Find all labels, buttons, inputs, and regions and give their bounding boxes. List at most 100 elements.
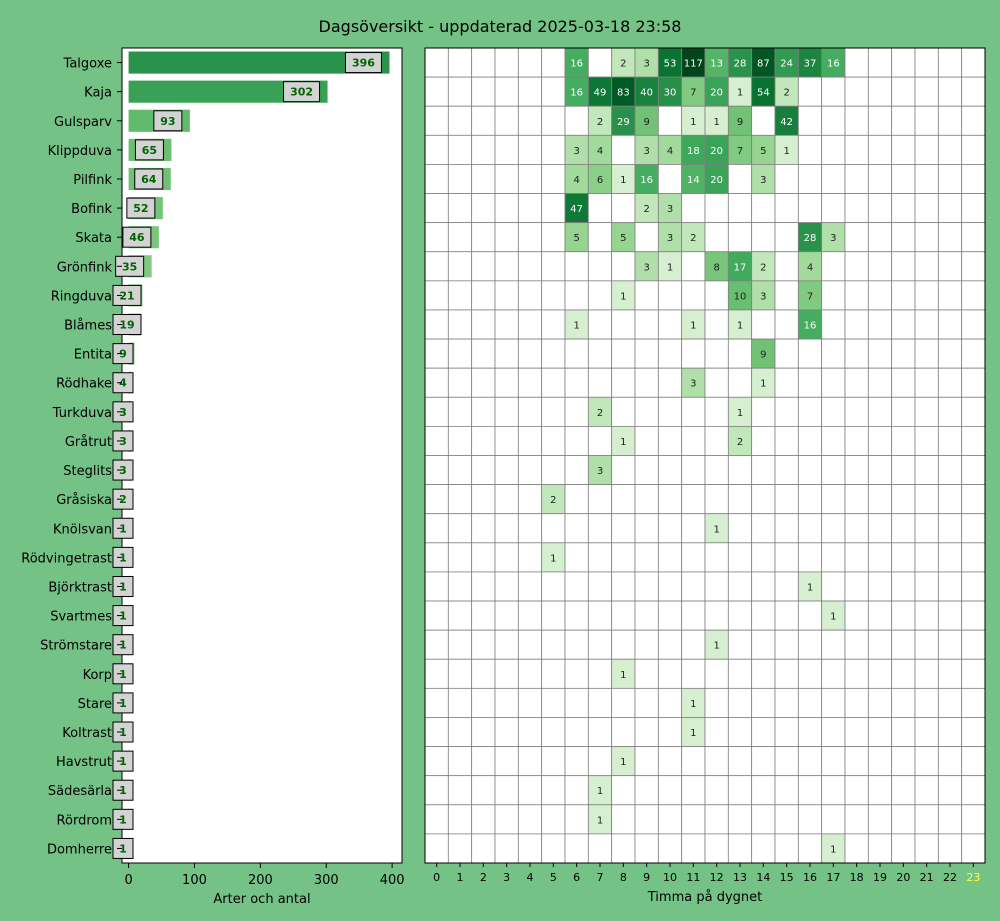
- heatmap-cell: [424, 76, 449, 107]
- heatmap-cell: [797, 396, 823, 427]
- heatmap-x-tick-label: 4: [527, 871, 534, 884]
- heatmap-cell-label: 1: [690, 699, 696, 710]
- heatmap-cell: [541, 629, 566, 660]
- heatmap-cell: [751, 222, 776, 253]
- heatmap-cell: [681, 455, 706, 486]
- heatmap-cell: [704, 775, 729, 806]
- heatmap-cell: [517, 629, 543, 660]
- heatmap-cell: [727, 600, 753, 631]
- heatmap-cell: [844, 484, 869, 515]
- heatmap-cell-label: 1: [737, 88, 743, 99]
- heatmap-cell: [844, 193, 869, 224]
- heatmap-cell: [564, 600, 589, 631]
- heatmap-cell: [541, 367, 566, 398]
- heatmap-cell: [471, 833, 496, 864]
- heatmap-frame: [424, 47, 986, 864]
- bar-count-box: [112, 314, 142, 336]
- heatmap-cell: [774, 164, 799, 194]
- heatmap-cell: [914, 251, 939, 282]
- heatmap-cell: [471, 804, 496, 835]
- heatmap-cell: [517, 338, 543, 369]
- heatmap-cell: [424, 425, 449, 456]
- heatmap-cell: [681, 542, 706, 573]
- heatmap-cell: [891, 804, 916, 835]
- heatmap-cell: [914, 571, 939, 602]
- heatmap-cell: [541, 425, 566, 456]
- heatmap-cell: [914, 804, 939, 835]
- heatmap-cell: [517, 542, 543, 573]
- heatmap-cell: [844, 134, 869, 165]
- bar-category-label: Turkduva: [52, 406, 112, 421]
- heatmap-cell: [844, 47, 869, 78]
- heatmap-cell: [564, 396, 589, 427]
- heatmap-cell: [611, 309, 636, 340]
- heatmap-cell: [471, 425, 496, 456]
- heatmap-cell: [447, 571, 473, 602]
- heatmap-x-tick-label: 22: [943, 871, 957, 884]
- heatmap-cell: [424, 338, 449, 369]
- bar-category-label: Ringduva: [51, 289, 112, 304]
- heatmap-cell: [937, 542, 963, 573]
- heatmap-cell: [681, 658, 706, 689]
- heatmap-cell: [844, 222, 869, 253]
- heatmap-cell-label: 6: [597, 175, 603, 186]
- bar-category-label: Klippduva: [48, 144, 112, 159]
- heatmap-cell: [657, 367, 683, 398]
- heatmap-cell: [587, 484, 613, 515]
- heatmap-cell: [797, 76, 823, 107]
- heatmap-cell: [517, 775, 543, 806]
- bar: [128, 51, 390, 74]
- heatmap-cell-label: 16: [804, 321, 817, 332]
- bar-count-box: [112, 401, 134, 423]
- heatmap-cell: [844, 164, 869, 194]
- heatmap-cell: [891, 484, 916, 515]
- heatmap-cell: [587, 280, 613, 311]
- heatmap-cell-label: 17: [734, 262, 747, 273]
- heatmap-cell: [774, 513, 799, 544]
- heatmap-cell: [564, 571, 589, 602]
- heatmap-cell: [447, 600, 473, 631]
- heatmap-cell-label: 3: [830, 233, 836, 244]
- heatmap-cell: [844, 746, 869, 777]
- heatmap-cell: [587, 222, 613, 253]
- heatmap-cell: [471, 367, 496, 398]
- bar-count-box: [344, 52, 382, 74]
- heatmap-cell: [844, 396, 869, 427]
- heatmap-cell: [424, 309, 449, 340]
- heatmap-cell: [727, 658, 753, 689]
- heatmap-cell-label: 3: [760, 291, 766, 302]
- heatmap-cell: [891, 222, 916, 253]
- heatmap-cell: [797, 833, 823, 864]
- bar-count-label: 1: [119, 813, 127, 826]
- heatmap-cell: [494, 629, 519, 660]
- heatmap-cell: [634, 484, 659, 515]
- heatmap-cell: [797, 338, 823, 369]
- heatmap-cell: [914, 396, 939, 427]
- heatmap-cell: [424, 658, 449, 689]
- heatmap-cell: [564, 280, 589, 311]
- heatmap-cell: [937, 717, 963, 747]
- heatmap-cell: [564, 513, 589, 544]
- heatmap-cell: [937, 105, 963, 136]
- heatmap-cell: [681, 425, 706, 456]
- heatmap-cell: [471, 251, 496, 282]
- heatmap-cell-label: 3: [667, 204, 673, 215]
- heatmap-cell-label: 1: [620, 291, 626, 302]
- heatmap-cell: [961, 222, 986, 253]
- heatmap-cell: [844, 513, 869, 544]
- heatmap-cell: [657, 542, 683, 573]
- heatmap-cell: [774, 775, 799, 806]
- heatmap-cell-label: 1: [573, 321, 579, 332]
- bar-count-label: 1: [119, 726, 127, 739]
- bar-count-box: [112, 517, 134, 539]
- heatmap-cell: [681, 600, 706, 631]
- bar-category-label: Bofink: [71, 202, 112, 217]
- heatmap-cell: [914, 280, 939, 311]
- heatmap-cell: [447, 338, 473, 369]
- heatmap-cell: [751, 687, 776, 718]
- heatmap-cell: [494, 309, 519, 340]
- heatmap-cell: [891, 164, 916, 194]
- heatmap-cell: [424, 105, 449, 136]
